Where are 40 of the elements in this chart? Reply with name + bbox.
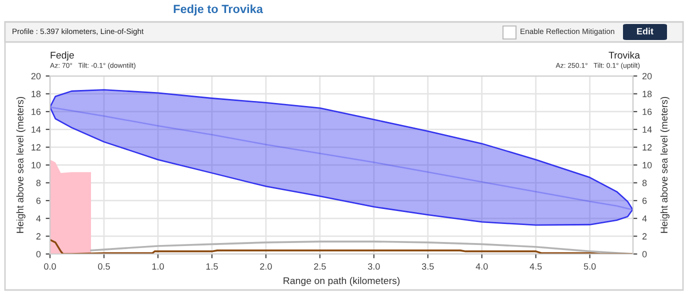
y-tick-label: 14 bbox=[32, 126, 41, 133]
y-tick-label: 8 bbox=[36, 180, 41, 186]
y2-tick-label: 16 bbox=[642, 108, 652, 115]
y2-tick-label: 8 bbox=[642, 180, 647, 186]
y-tick-label: 16 bbox=[32, 108, 41, 115]
text: Edit bbox=[637, 28, 654, 34]
x-tick-label: 1.5 bbox=[206, 263, 218, 270]
y-axis-title: Height above sea level (meters) bbox=[16, 96, 26, 233]
x-tick-label: 2.5 bbox=[314, 263, 326, 270]
y-tick-label: 10 bbox=[32, 162, 41, 168]
y-tick-label: 12 bbox=[32, 144, 41, 150]
text: Trovika bbox=[608, 51, 640, 59]
y2-tick-label: 18 bbox=[642, 90, 652, 98]
x-tick-label: 0.0 bbox=[44, 263, 56, 270]
x-tick-label: 2.0 bbox=[260, 263, 272, 270]
y2-tick-label: 4 bbox=[642, 215, 647, 222]
y2-tick-label: 14 bbox=[642, 126, 652, 133]
y-tick-label: 6 bbox=[36, 198, 41, 204]
y-tick-label: 4 bbox=[36, 215, 41, 222]
y2-tick-label: 12 bbox=[642, 144, 652, 150]
y2-axis-title: Height above sea level (meters) bbox=[660, 96, 670, 233]
x-axis-title: Range on path (kilometers) bbox=[284, 277, 400, 286]
x-tick-label: 1.0 bbox=[152, 263, 164, 270]
y2-tick-label: 10 bbox=[642, 162, 652, 168]
text: Fedje bbox=[50, 51, 74, 61]
y-tick-label: 0 bbox=[36, 250, 41, 258]
x-tick-label: 4.0 bbox=[476, 263, 488, 270]
chart-title: Fedje to Trovika bbox=[174, 4, 264, 16]
x-tick-label: 4.5 bbox=[530, 263, 542, 270]
y2-tick-label: 20 bbox=[642, 72, 652, 80]
y-tick-label: 20 bbox=[31, 72, 41, 80]
y-tick-label: 2 bbox=[36, 233, 41, 240]
x-tick-label: 3.0 bbox=[368, 263, 380, 270]
y2-tick-label: 6 bbox=[642, 198, 647, 204]
y2-tick-label: 0 bbox=[642, 250, 647, 258]
x-tick-label: 5.0 bbox=[584, 263, 596, 270]
x-tick-label: 0.5 bbox=[98, 263, 110, 270]
y-tick-label: 18 bbox=[32, 90, 41, 98]
y2-tick-label: 2 bbox=[642, 233, 647, 240]
x-tick-label: 3.5 bbox=[422, 263, 434, 270]
